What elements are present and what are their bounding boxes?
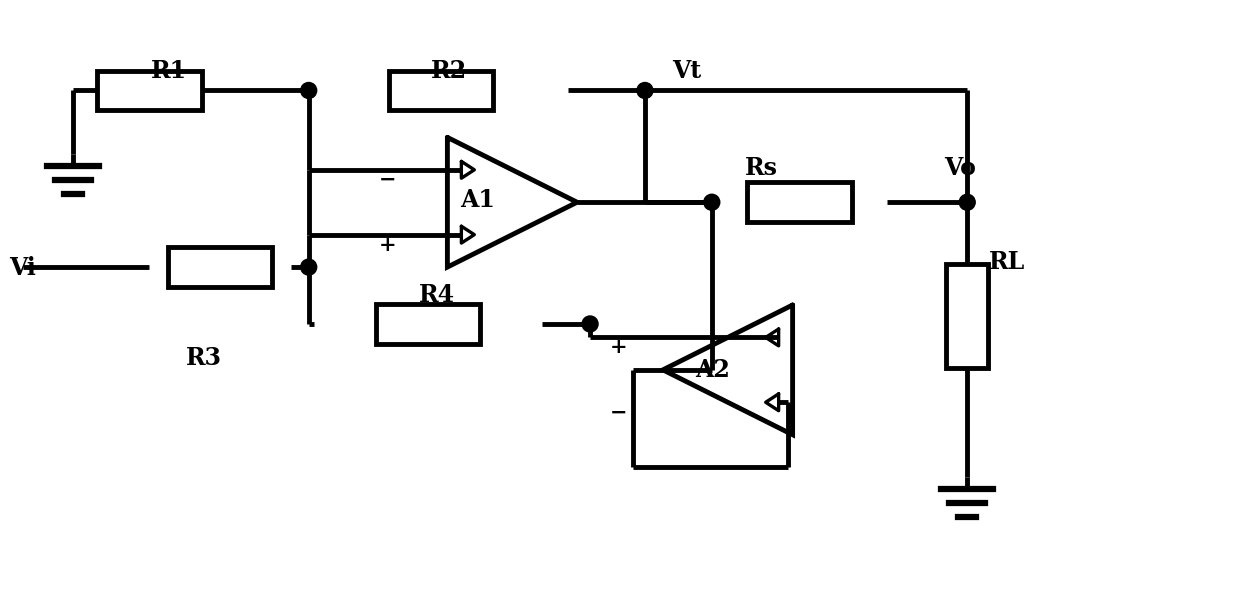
Text: R4: R4	[418, 283, 455, 307]
Text: Vo: Vo	[945, 156, 976, 181]
Text: Vi: Vi	[10, 256, 36, 280]
Circle shape	[301, 83, 316, 99]
Text: RL: RL	[990, 250, 1025, 274]
Bar	[748, 182, 852, 222]
Text: +: +	[378, 234, 396, 255]
Text: Rs: Rs	[745, 156, 777, 181]
Circle shape	[704, 194, 719, 210]
Bar	[167, 247, 273, 287]
Bar	[388, 70, 494, 110]
Text: Vt: Vt	[672, 59, 701, 83]
Text: R3: R3	[186, 346, 222, 370]
Text: −: −	[610, 402, 627, 422]
Bar	[376, 304, 480, 344]
Text: +: +	[610, 337, 627, 357]
Circle shape	[582, 316, 598, 332]
Text: A2: A2	[694, 358, 729, 382]
Bar	[946, 264, 988, 368]
Text: R2: R2	[430, 59, 466, 83]
Text: A1: A1	[460, 188, 495, 212]
Text: −: −	[378, 170, 396, 190]
Text: R1: R1	[151, 59, 187, 83]
Circle shape	[637, 83, 653, 99]
Circle shape	[960, 194, 975, 210]
Circle shape	[301, 259, 316, 275]
Bar	[97, 70, 202, 110]
